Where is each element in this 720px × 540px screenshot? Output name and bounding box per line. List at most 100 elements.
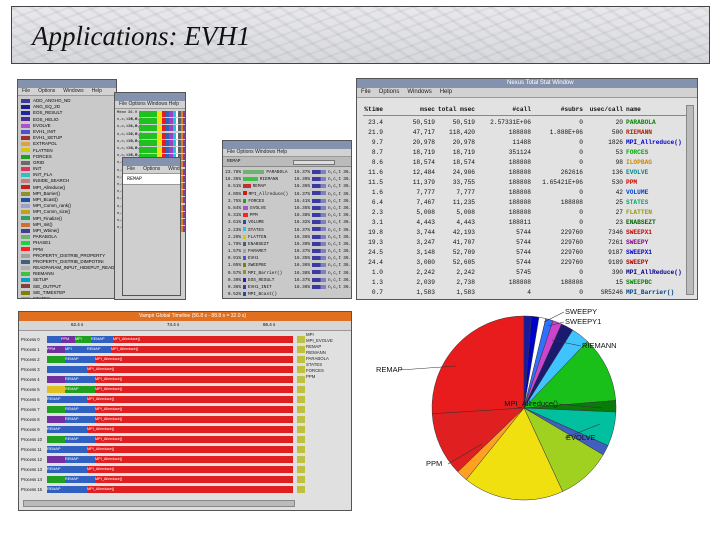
menu-item[interactable]: Help: [439, 89, 453, 95]
table-row[interactable]: 8.7 18,719 18,719 351124 0 53 FORCES: [363, 148, 691, 158]
timeline-segment[interactable]: MPI_Allreduce(): [111, 346, 293, 353]
legend-item[interactable]: EOS_RESULT: [18, 110, 116, 116]
profile-node-row[interactable]: 16.37% n,c,t36.0: [293, 227, 351, 234]
profile-row[interactable]: 1.79% ENABSEZT: [223, 241, 295, 248]
table-row[interactable]: 3.1 4,443 4,443 188811 0 23 ENABSEZT: [363, 218, 691, 228]
stats-scrollbar[interactable]: [686, 105, 694, 295]
timeline-segment[interactable]: MPI_Allreduce(): [87, 426, 293, 433]
legend-item[interactable]: EXTRAPOL: [18, 141, 116, 147]
menu-item[interactable]: Windows: [63, 88, 84, 94]
timeline-row[interactable]: Process 13 REMAP MPI_Allreduce(): [21, 465, 305, 474]
profile-node-row[interactable]: 16.39% n,c,t36.0: [293, 176, 351, 183]
profile-row[interactable]: 2.29% FLATTEN: [223, 234, 295, 241]
timeline-segment[interactable]: [47, 376, 65, 383]
profile-node-row[interactable]: 16.38% n,c,t36.0: [293, 270, 351, 277]
timeline-segment[interactable]: [47, 366, 87, 373]
profile-row[interactable]: 8.51% REMAP: [223, 183, 295, 190]
profile-row[interactable]: 0.39% EOS_RESULT: [223, 277, 295, 284]
timeline-segment[interactable]: MPI_Allreduce(): [87, 486, 293, 493]
table-row[interactable]: 1.3 2,039 2,738 188808 188808 15 SWEEPBC: [363, 278, 691, 288]
legend-item[interactable]: FORCES: [18, 154, 116, 160]
profile-window[interactable]: File Options Windows Help REMAP 23.78% PA…: [222, 140, 352, 299]
legend-item[interactable]: MPI_Comm_rank(): [18, 203, 116, 209]
timeline-segment[interactable]: MPI_Allreduce(): [87, 366, 293, 373]
menu-item[interactable]: Options: [143, 166, 161, 172]
timeline-segment[interactable]: REMAP: [65, 436, 95, 443]
timeline-row[interactable]: Process 12 REMAP MPI_Allreduce(): [21, 455, 305, 464]
timeline-row[interactable]: Process 0 PPM MPI REMAP MPI_Allreduce(): [21, 335, 305, 344]
table-row[interactable]: 11.6 12,484 24,906 188808 262616 136 EVOLVE: [363, 168, 691, 178]
legend-item[interactable]: SIE_TIMESTEP: [18, 290, 116, 296]
legend-item[interactable]: INIT: [18, 166, 116, 172]
legend-item[interactable]: INIT_FLA: [18, 172, 116, 178]
timeline-segment[interactable]: MPI_Allreduce(): [95, 436, 293, 443]
legend-window-titlebar[interactable]: [18, 80, 116, 88]
table-row[interactable]: 21.9 47,717 118,420 188808 1.888E+06 500 RIEMA…: [363, 128, 691, 138]
timeline-row[interactable]: Process 6 REMAP MPI_Allreduce(): [21, 395, 305, 404]
table-row[interactable]: 0.7 1,583 1,583 4 0 SR5246 MPI_Barrier(): [363, 288, 691, 298]
timeline-segment[interactable]: REMAP: [47, 466, 87, 473]
profile-row[interactable]: 1.57% PARAMET: [223, 248, 295, 255]
column-header[interactable]: #call: [512, 106, 531, 113]
stats-window-menubar[interactable]: File Options Windows Help: [357, 88, 697, 98]
profile-row[interactable]: 23.78% PARABOLA: [223, 169, 295, 176]
column-header[interactable]: msec: [420, 106, 435, 113]
stats-window[interactable]: Nexus Total Stat Window File Options Windo…: [356, 78, 698, 300]
profile-node-row[interactable]: 16.37% n,c,t36.0: [293, 277, 351, 284]
profile-row[interactable]: 5.31% PPM: [223, 212, 295, 219]
profile-row[interactable]: 0.36% EVH1_INIT: [223, 284, 295, 291]
timeline-segment[interactable]: [47, 476, 65, 483]
timeline-row[interactable]: Process 15 REMAP MPI_Allreduce(): [21, 485, 305, 494]
profile-node-row[interactable]: 16.39% n,c,t36.0: [293, 241, 351, 248]
timeline-segment[interactable]: MPI_Allreduce(): [113, 336, 293, 343]
legend-item[interactable]: MPI_Wtime(): [18, 228, 116, 234]
profile-row[interactable]: 4.05% MPI_Allreduce(): [223, 191, 295, 198]
profile-node-row[interactable]: 16.36% n,c,t36.0: [293, 234, 351, 241]
table-row[interactable]: 11.5 11,379 33,755 188808 1.65421E+06 530 PPM: [363, 178, 691, 188]
timeline-segment[interactable]: [47, 456, 65, 463]
legend-item[interactable]: RIEMANN: [18, 271, 116, 277]
legend-window[interactable]: File Options Windows Help ADD_ANGHO_ND ANG_E…: [17, 79, 117, 299]
menu-item[interactable]: Options: [378, 89, 400, 95]
legend-item[interactable]: EOS_HELIO: [18, 117, 116, 123]
legend-item[interactable]: STATES: [18, 296, 116, 298]
legend-item[interactable]: INSIDE_SEARCH: [18, 178, 116, 184]
table-row[interactable]: 1.6 7,777 7,777 188808 0 42 VOLUME: [363, 188, 691, 198]
timeline-row[interactable]: Process 4 REMAP MPI_Allreduce(): [21, 375, 305, 384]
legend-item[interactable]: SETUP: [18, 277, 116, 283]
table-row[interactable]: 2.3 5,008 5,008 188808 0 27 FLATTEN: [363, 208, 691, 218]
profile-row[interactable]: 2.23% STATES: [223, 227, 295, 234]
table-row[interactable]: 24.5 3,148 52,709 5744 229760 9187 SWEEPX1: [363, 248, 691, 258]
timeline-segment[interactable]: REMAP: [47, 446, 87, 453]
table-row[interactable]: 8.6 18,574 18,574 188808 0 98 ILOPBAG: [363, 158, 691, 168]
legend-item[interactable]: ADD_ANGHO_ND: [18, 98, 116, 104]
timeline-segment[interactable]: MPI: [65, 346, 87, 353]
profile-row[interactable]: 5.84% EVOLVE: [223, 205, 295, 212]
timeline-row[interactable]: Process 2 REMAP MPI_Allreduce(): [21, 355, 305, 364]
profile-row[interactable]: 0.24%MPI_Wtime(): [223, 298, 295, 299]
table-row[interactable]: 19.8 3,744 42,193 5744 229760 7346 SWEEPX1: [363, 228, 691, 238]
timeline-segment[interactable]: MPI_Allreduce(): [95, 376, 293, 383]
timeline-row[interactable]: Process 14 REMAP MPI_Allreduce(): [21, 475, 305, 484]
menu-item[interactable]: Help: [91, 88, 102, 94]
timeline-segment[interactable]: REMAP: [65, 476, 95, 483]
profile-node-row[interactable]: 16.35% n,c,t36.0: [293, 255, 351, 262]
table-row[interactable]: 9.7 20,978 20,978 11488 0 1826 MPI_Allreduce(): [363, 138, 691, 148]
column-header[interactable]: #subrs: [560, 106, 583, 113]
timeline-segment[interactable]: REMAP: [65, 416, 95, 423]
legend-item[interactable]: SIE_OUTPUT: [18, 284, 116, 290]
legend-item[interactable]: MPI_Allreduce(): [18, 185, 116, 191]
timeline-segment[interactable]: REMAP: [65, 456, 95, 463]
timeline-segment[interactable]: [47, 356, 65, 363]
profile-node-row[interactable]: 16.41% n,c,t36.0: [293, 198, 351, 205]
profile-node-row[interactable]: 16.35% n,c,t36.0: [293, 205, 351, 212]
timeline-segment[interactable]: REMAP: [47, 426, 87, 433]
legend-item[interactable]: EVOLVE: [18, 123, 116, 129]
timeline-segment[interactable]: PPM: [47, 346, 65, 353]
column-header[interactable]: usec/call: [589, 106, 623, 113]
menu-item[interactable]: File: [361, 89, 371, 95]
legend-item[interactable]: PROPERTY_DISTRIB_DIMPOTINI: [18, 259, 116, 265]
table-row[interactable]: 1.0 2,242 2,242 5745 0 390 MPI_AllReduce(): [363, 268, 691, 278]
table-row[interactable]: 24.4 3,080 52,605 5744 229760 9189 SWEEPY: [363, 258, 691, 268]
